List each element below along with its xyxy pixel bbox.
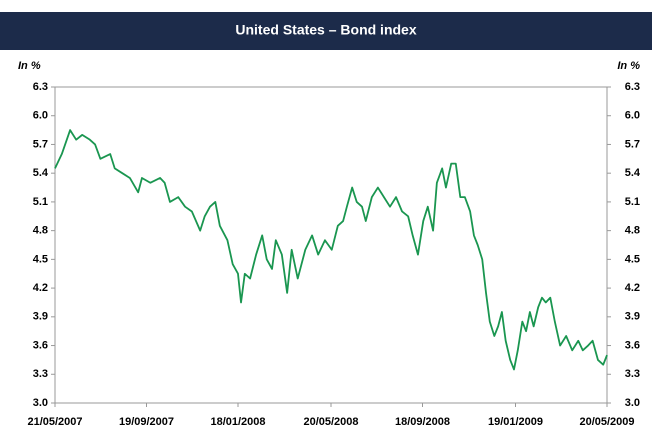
y2-tick-label: 5.4	[625, 167, 641, 179]
x-tick-label: 19/01/2009	[488, 416, 543, 428]
y2-tick-label: 6.3	[625, 81, 640, 93]
y-tick-label: 5.7	[33, 138, 48, 150]
y2-axis-label: In %	[617, 60, 640, 72]
y-tick-label: 4.5	[33, 253, 48, 265]
y2-tick-label: 4.8	[625, 225, 640, 237]
x-tick-label: 20/05/2009	[579, 416, 634, 428]
y-tick-label: 6.3	[33, 81, 48, 93]
plot-frame	[54, 86, 608, 404]
y2-tick-label: 4.5	[625, 253, 640, 265]
x-tick-label: 19/09/2007	[119, 416, 174, 428]
y-tick-label: 4.2	[33, 282, 48, 294]
y2-tick-label: 3.0	[625, 397, 640, 409]
y-axis-label: In %	[18, 60, 41, 72]
y-tick-label: 6.0	[33, 110, 48, 122]
y-tick-label: 3.3	[33, 368, 48, 380]
y-tick-label: 5.4	[33, 167, 49, 179]
x-tick-label: 20/05/2008	[303, 416, 358, 428]
y2-tick-label: 3.6	[625, 339, 640, 351]
x-tick-label: 21/05/2007	[27, 416, 82, 428]
y-tick-label: 3.0	[33, 397, 48, 409]
x-tick-label: 18/01/2008	[210, 416, 265, 428]
x-tick-label: 18/09/2008	[395, 416, 450, 428]
y-tick-label: 4.8	[33, 225, 48, 237]
chart-title: United States – Bond index	[235, 22, 416, 38]
y2-tick-label: 6.0	[625, 110, 640, 122]
data-line	[54, 129, 608, 371]
y2-tick-label: 3.9	[625, 311, 640, 323]
y2-tick-label: 5.7	[625, 138, 640, 150]
y-tick-label: 5.1	[33, 196, 48, 208]
y2-tick-label: 4.2	[625, 282, 640, 294]
title-bar	[0, 12, 652, 50]
y-tick-label: 3.9	[33, 311, 48, 323]
y2-tick-label: 5.1	[625, 196, 640, 208]
y-tick-label: 3.6	[33, 339, 48, 351]
y2-tick-label: 3.3	[625, 368, 640, 380]
